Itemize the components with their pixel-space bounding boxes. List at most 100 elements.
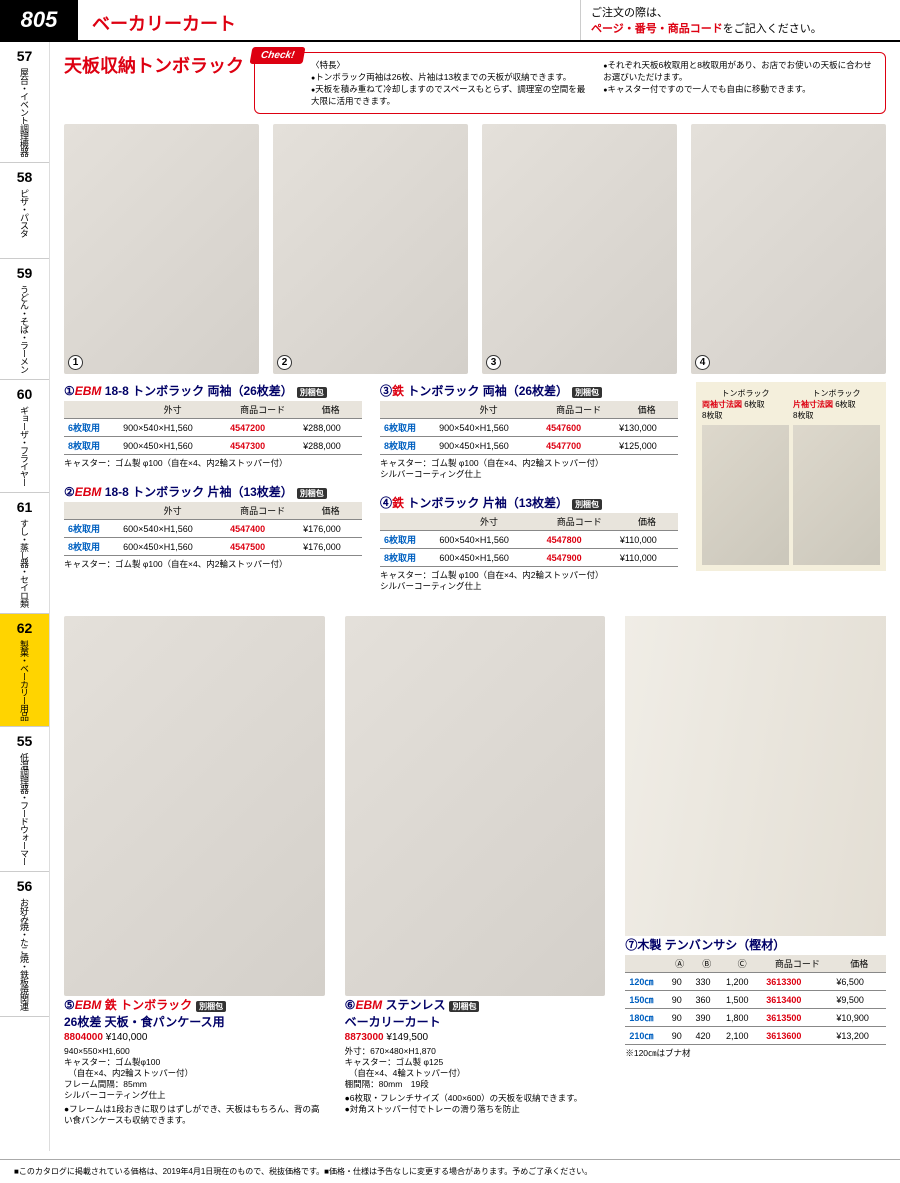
product-image-1: 1: [64, 124, 259, 374]
spec-col-mid: ③鉄 トンボラック 両袖（26枚差）別梱包外寸商品コード価格6枚取用900×54…: [380, 382, 678, 606]
section-title: 天板収納トンボラック: [64, 52, 244, 78]
sidebar-label: 製菓・ベーカリー用品: [18, 640, 31, 720]
product-7: ⑦木製 テンバンサシ（樫材） Ⓐ Ⓑ Ⓒ 商品コード 価格 120: [625, 936, 886, 1059]
product-5-num: ⑤: [64, 998, 75, 1012]
product-6-title: ⑥EBM ステンレス別梱包 ベーカリーカート: [345, 996, 606, 1030]
image-marker-4: 4: [695, 355, 710, 370]
product-5: ⑤EBM 鉄 トンボラック別梱包 26枚差 天板・食パンケース用 8804000…: [64, 996, 325, 1126]
product-5-spec: 940×550×H1,600 キャスター：ゴム製φ100 （自在×4、内2輪スト…: [64, 1046, 325, 1101]
sidebar-item-59[interactable]: 59 うどん・そば・ラーメン: [0, 259, 49, 380]
product-title: ①EBM 18-8 トンボラック 両袖（26枚差）別梱包: [64, 382, 362, 399]
table-row: 8枚取用600×450×H1,5604547500¥176,000: [64, 538, 362, 556]
image-marker-2: 2: [277, 355, 292, 370]
sidebar-label: うどん・そば・ラーメン: [18, 285, 31, 373]
product-7-note: ※120㎝はブナ材: [625, 1048, 886, 1059]
sidebar-item-62[interactable]: 62 製菓・ベーカリー用品: [0, 614, 49, 727]
product-6: ⑥EBM ステンレス別梱包 ベーカリーカート 8873000 ¥149,500 …: [345, 996, 606, 1115]
category-sidebar: 57 屋台・イベント調理機器 58 ピザ・パスタ 59 うどん・そば・ラーメン 60 ギョーザ…: [0, 42, 50, 1151]
feature-item: キャスター付ですので一人でも自由に移動できます。: [603, 83, 875, 95]
product-image-5: [64, 616, 325, 996]
sidebar-item-55[interactable]: 55 低温調理器・フードウォーマー: [0, 727, 49, 872]
product-6-name2: ベーカリーカート: [345, 1015, 441, 1029]
table-row: 8枚取用900×450×H1,5604547700¥125,000: [380, 437, 678, 455]
product-7-th-c: Ⓒ: [722, 955, 762, 973]
product-6-price: ¥149,500: [386, 1032, 428, 1043]
page-footer: ■このカタログに掲載されている価格は、2019年4月1日現在のもので、税抜価格で…: [0, 1159, 900, 1183]
sidebar-label: ピザ・パスタ: [18, 189, 31, 237]
sidebar-label: ギョーザ・フライヤー: [18, 406, 31, 486]
product-5-name1: 鉄 トンボラック: [105, 998, 192, 1012]
feature-box: Check! 〈特長〉 トンボラック両袖は26枚、片袖は13枚までの天板が収納で…: [254, 52, 886, 114]
sidebar-num: 57: [17, 48, 33, 64]
product-4: ④鉄 トンボラック 片袖（13枚差）別梱包外寸商品コード価格6枚取用600×54…: [380, 494, 678, 592]
feature-label: 〈特長〉: [311, 60, 345, 70]
sidebar-item-60[interactable]: 60 ギョーザ・フライヤー: [0, 380, 49, 493]
sidebar-num: 60: [17, 386, 33, 402]
main-content: 天板収納トンボラック Check! 〈特長〉 トンボラック両袖は26枚、片袖は1…: [50, 42, 900, 1151]
product-note: キャスター：ゴム製 φ100（自在×4、内2輪ストッパー付）: [64, 559, 362, 570]
spec-table: 外寸商品コード価格6枚取用900×540×H1,5604547600¥130,0…: [380, 401, 678, 455]
bottom-col-2: ⑥EBM ステンレス別梱包 ベーカリーカート 8873000 ¥149,500 …: [345, 616, 606, 1140]
product-7-title: ⑦木製 テンバンサシ（樫材）: [625, 936, 886, 953]
sidebar-label: 屋台・イベント調理機器: [18, 68, 31, 156]
sidebar-label: 低温調理器・フードウォーマー: [18, 753, 31, 865]
order-note-highlight: ページ・番号・商品コード: [591, 23, 723, 35]
table-row: 6枚取用600×540×H1,5604547400¥176,000: [64, 520, 362, 538]
page-number: 805: [0, 0, 78, 40]
sidebar-num: 56: [17, 878, 33, 894]
product-1: ①EBM 18-8 トンボラック 両袖（26枚差）別梱包外寸商品コード価格6枚取…: [64, 382, 362, 469]
product-6-code: 8873000: [345, 1032, 384, 1043]
product-6-num: ⑥: [345, 998, 356, 1012]
product-title: ④鉄 トンボラック 片袖（13枚差）別梱包: [380, 494, 678, 511]
spec-table: 外寸商品コード価格6枚取用600×540×H1,5604547400¥176,0…: [64, 502, 362, 556]
page-header: 805 ベーカリーカート ご注文の際は、 ページ・番号・商品コードをご記入くださ…: [0, 0, 900, 42]
sidebar-num: 58: [17, 169, 33, 185]
image-marker-1: 1: [68, 355, 83, 370]
product-title: ②EBM 18-8 トンボラック 片袖（13枚差）別梱包: [64, 483, 362, 500]
product-5-bullet: ●フレームは1段おきに取りはずしができ、天板はもちろん、背の高い食パンケースも収…: [64, 1104, 325, 1126]
product-image-7: [625, 616, 886, 936]
diagram-label-2: 片袖寸法図: [793, 400, 833, 409]
table-row: 6枚取用900×540×H1,5604547600¥130,000: [380, 419, 678, 437]
product-7-name: 木製 テンバンサシ（樫材）: [637, 938, 785, 952]
product-7-th-b: Ⓑ: [692, 955, 722, 973]
table-row: 120㎝903301,2003613300¥6,500: [625, 973, 886, 991]
sidebar-item-57[interactable]: 57 屋台・イベント調理機器: [0, 42, 49, 163]
sidebar-item-58[interactable]: 58 ピザ・パスタ: [0, 163, 49, 259]
product-3: ③鉄 トンボラック 両袖（26枚差）別梱包外寸商品コード価格6枚取用900×54…: [380, 382, 678, 480]
diagram-image-1: [702, 425, 789, 565]
feature-item: 天板を積み重ねて冷却しますのでスペースもとらず、調理室の空間を最大限に活用できま…: [311, 83, 587, 107]
order-note-text-3: をご記入ください。: [723, 23, 822, 35]
table-row: 210㎝904202,1003613600¥13,200: [625, 1027, 886, 1045]
category-title: ベーカリーカート: [78, 0, 580, 40]
product-6-spec: 外寸：670×480×H1,870 キャスター：ゴム製 φ125 （自在×4、4…: [345, 1046, 606, 1090]
product-note: キャスター：ゴム製 φ100（自在×4、内2輪ストッパー付） シルバーコーティン…: [380, 570, 678, 592]
product-7-th-a: Ⓐ: [668, 955, 692, 973]
sidebar-num: 59: [17, 265, 33, 281]
sidebar-num: 55: [17, 733, 33, 749]
dimension-diagram: トンボラック 両袖寸法図 6枚取 8枚取 トンボラック 片袖寸法図 6枚取 8枚…: [696, 382, 886, 571]
spec-table: 外寸商品コード価格6枚取用600×540×H1,5604547800¥110,0…: [380, 513, 678, 567]
sidebar-item-61[interactable]: 61 すし・蒸し器・セイロ類: [0, 493, 49, 614]
spec-col-left: ①EBM 18-8 トンボラック 両袖（26枚差）別梱包外寸商品コード価格6枚取…: [64, 382, 362, 606]
check-tag: Check!: [250, 47, 306, 64]
diagram-title-1: トンボラック: [702, 388, 789, 399]
product-note: キャスター：ゴム製 φ100（自在×4、内2輪ストッパー付） シルバーコーティン…: [380, 458, 678, 480]
sidebar-item-56[interactable]: 56お好み焼・たこ焼・鉄板焼関連: [0, 872, 49, 1017]
diagram-label-1: 両袖寸法図: [702, 400, 742, 409]
sidebar-label: すし・蒸し器・セイロ類: [18, 519, 31, 607]
product-image-6: [345, 616, 606, 996]
product-6-brand: EBM: [355, 998, 382, 1012]
product-7-th-code: 商品コード: [762, 955, 832, 973]
table-row: 8枚取用900×450×H1,5604547300¥288,000: [64, 437, 362, 455]
bottom-section: ⑤EBM 鉄 トンボラック別梱包 26枚差 天板・食パンケース用 8804000…: [64, 616, 886, 1140]
spec-col-diagram: トンボラック 両袖寸法図 6枚取 8枚取 トンボラック 片袖寸法図 6枚取 8枚…: [696, 382, 886, 606]
diagram-image-2: [793, 425, 880, 565]
product-5-title: ⑤EBM 鉄 トンボラック別梱包 26枚差 天板・食パンケース用: [64, 996, 325, 1030]
page-body: 57 屋台・イベント調理機器 58 ピザ・パスタ 59 うどん・そば・ラーメン 60 ギョーザ…: [0, 42, 900, 1151]
sidebar-num: 62: [17, 620, 33, 636]
feature-list-left: トンボラック両袖は26枚、片袖は13枚までの天板が収納できます。天板を積み重ねて…: [311, 71, 587, 107]
bottom-col-3: ⑦木製 テンバンサシ（樫材） Ⓐ Ⓑ Ⓒ 商品コード 価格 120: [625, 616, 886, 1140]
product-image-4: 4: [691, 124, 886, 374]
sidebar-num: 61: [17, 499, 33, 515]
